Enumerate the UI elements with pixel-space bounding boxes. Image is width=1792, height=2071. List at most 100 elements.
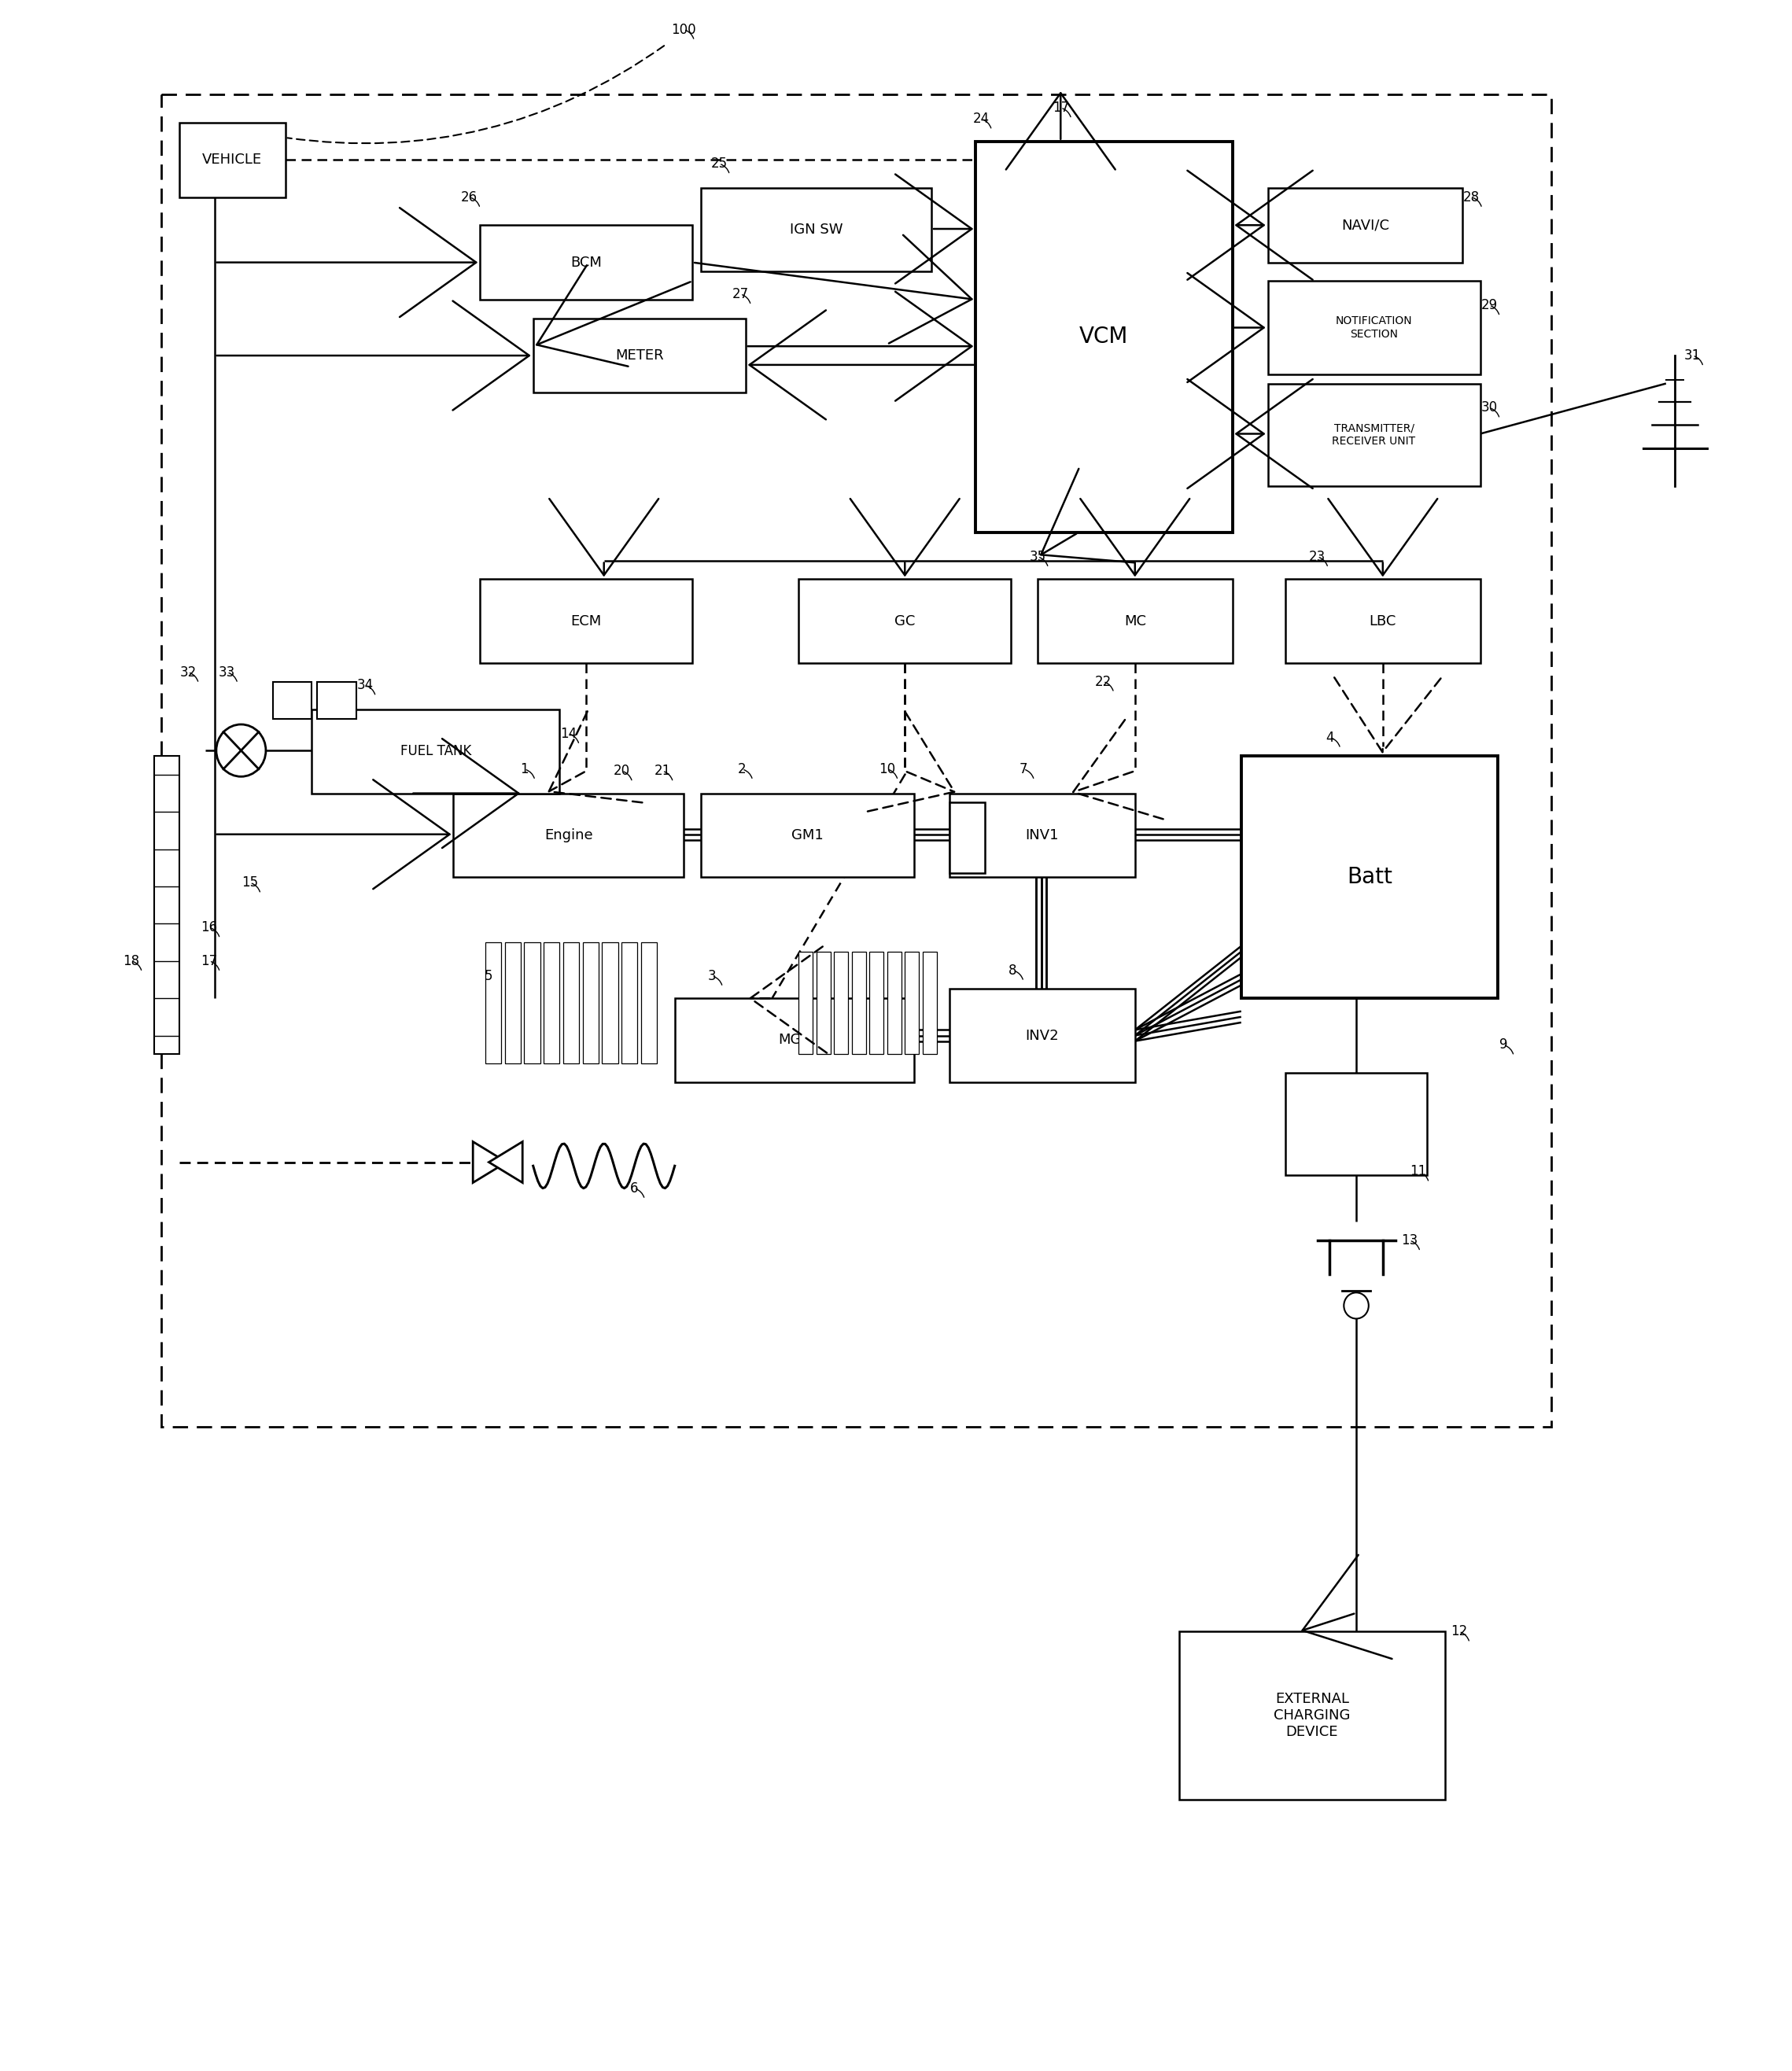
Bar [312,710,559,793]
Text: 25: 25 [711,157,728,170]
Bar [799,580,1011,663]
Bar [602,942,618,1062]
Bar [582,942,599,1062]
Text: 2: 2 [738,762,745,777]
Text: 10: 10 [878,762,896,777]
Text: 5: 5 [484,969,493,984]
Bar [833,953,848,1054]
Text: 17: 17 [1052,101,1070,114]
Bar [950,793,1134,878]
Bar [622,942,638,1062]
Text: NOTIFICATION
SECTION: NOTIFICATION SECTION [1335,315,1412,340]
Text: Batt: Batt [1348,866,1392,888]
Bar [923,953,937,1054]
Bar [950,990,1134,1081]
Text: IGN SW: IGN SW [790,224,842,236]
Bar [1242,756,1498,998]
Text: EXTERNAL
CHARGING
DEVICE: EXTERNAL CHARGING DEVICE [1274,1692,1351,1740]
Bar [1285,1073,1426,1174]
Bar [480,226,692,300]
Circle shape [1344,1292,1369,1319]
Bar [1267,188,1462,263]
Bar [887,953,901,1054]
Bar [563,942,579,1062]
Text: 35: 35 [1029,549,1047,563]
Text: INV2: INV2 [1025,1029,1059,1042]
Text: 12: 12 [1450,1624,1468,1638]
Text: 6: 6 [631,1180,638,1195]
Bar [1267,383,1480,487]
Text: FUEL TANK: FUEL TANK [400,743,471,758]
Bar [799,953,814,1054]
Circle shape [217,725,265,777]
Text: 16: 16 [201,920,217,934]
Bar [154,756,179,1054]
Text: 34: 34 [357,677,373,692]
Text: 3: 3 [708,969,717,984]
Text: 7: 7 [1020,762,1027,777]
Text: 26: 26 [461,191,478,205]
Bar [1285,580,1480,663]
Bar [505,942,521,1062]
Bar [869,953,883,1054]
Text: 4: 4 [1326,731,1333,743]
Text: 14: 14 [561,727,577,741]
Text: 11: 11 [1410,1164,1426,1178]
Bar [851,953,866,1054]
Text: VEHICLE: VEHICLE [202,153,262,168]
Bar [1038,580,1233,663]
Text: BCM: BCM [570,255,602,269]
Bar [701,793,914,878]
Text: 29: 29 [1480,298,1498,313]
Bar [905,953,919,1054]
Text: GC: GC [894,613,916,628]
Text: 1: 1 [520,762,529,777]
Text: MC: MC [1124,613,1145,628]
Bar [1267,282,1480,375]
Bar [975,141,1233,532]
Text: 13: 13 [1401,1234,1417,1247]
Text: 24: 24 [973,112,989,126]
Text: VCM: VCM [1079,325,1129,348]
Bar [543,942,559,1062]
Text: 31: 31 [1684,348,1701,362]
Text: ECM: ECM [572,613,602,628]
Bar [272,681,312,719]
Bar [179,122,285,197]
Bar [817,953,830,1054]
Text: NAVI/C: NAVI/C [1340,217,1389,232]
Polygon shape [489,1141,523,1183]
Bar [642,942,658,1062]
Text: Engine: Engine [545,828,593,843]
Text: 17: 17 [201,955,217,967]
Bar [950,804,984,874]
Text: 8: 8 [1009,963,1016,978]
Bar [161,95,1550,1427]
Bar [532,319,745,393]
Text: MG2: MG2 [778,1033,810,1048]
Text: 32: 32 [179,665,197,679]
Text: 15: 15 [242,876,258,891]
Bar [1179,1632,1444,1800]
Bar [525,942,539,1062]
Text: INV1: INV1 [1025,828,1059,843]
Text: METER: METER [615,348,663,362]
Text: 21: 21 [654,764,670,779]
Text: 23: 23 [1308,549,1326,563]
Bar [453,793,683,878]
Text: 28: 28 [1462,191,1480,205]
Bar [676,998,914,1081]
Text: 33: 33 [219,665,235,679]
Text: 20: 20 [613,764,631,779]
Bar [480,580,692,663]
Text: LBC: LBC [1369,613,1396,628]
Text: 30: 30 [1480,400,1498,414]
Text: 100: 100 [672,23,695,37]
Text: 22: 22 [1095,675,1111,690]
Bar [317,681,357,719]
Text: TRANSMITTER/
RECEIVER UNIT: TRANSMITTER/ RECEIVER UNIT [1331,422,1416,447]
Bar [701,188,932,271]
Bar [486,942,502,1062]
Text: 27: 27 [731,288,749,300]
Text: 18: 18 [124,955,140,967]
